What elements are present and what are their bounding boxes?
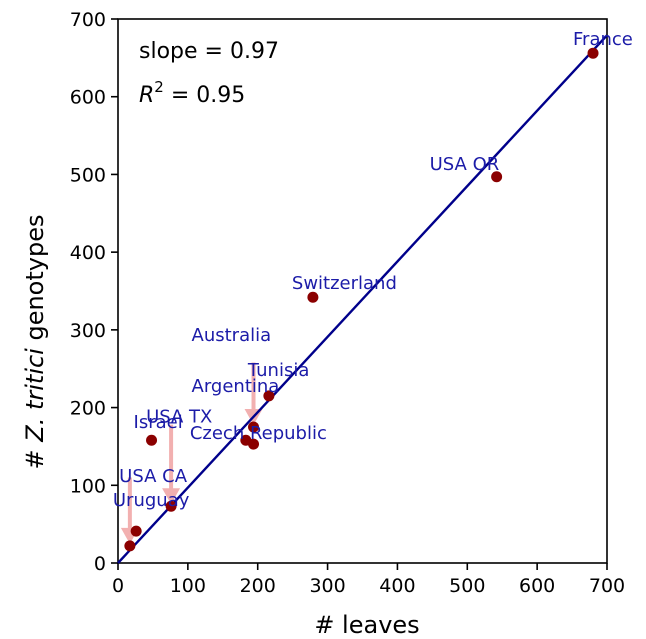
x-tick-label: 0 (112, 575, 124, 597)
point-label: USA CA (119, 466, 188, 487)
y-tick-label: 100 (70, 475, 106, 497)
r2-superscript: 2 (154, 78, 164, 96)
y-tick-label: 600 (70, 87, 106, 109)
x-tick-label: 200 (240, 575, 276, 597)
data-point (240, 434, 252, 446)
r2-value: = 0.95 (164, 83, 245, 108)
points (124, 47, 599, 552)
point-label: Israel (134, 412, 183, 433)
r2-prefix: R (139, 83, 154, 108)
x-tick-label: 700 (589, 575, 625, 597)
point-label: Uruguay (113, 490, 190, 511)
fit-line-layer (117, 34, 608, 564)
x-tick-label: 300 (309, 575, 345, 597)
data-point (587, 47, 599, 59)
point-label: Czech Republic (190, 423, 327, 444)
chart-text: # leaves # Z. tritici genotypes slope = … (21, 39, 420, 639)
y-tick-label: 500 (70, 164, 106, 186)
x-tick-label: 500 (449, 575, 485, 597)
y-axis-title-italic: Z. tritici (21, 348, 49, 443)
r2-annotation: R2 = 0.95 (139, 78, 245, 108)
y-tick-label: 200 (70, 398, 106, 420)
point-labels: France USA OR Switzerland Australia Argentin… (113, 29, 633, 511)
y-tick-label: 400 (70, 242, 106, 264)
data-point (130, 525, 142, 537)
fit-line (117, 34, 608, 564)
arrow-head (162, 488, 181, 505)
y-tick-label: 300 (70, 320, 106, 342)
data-point (491, 171, 503, 183)
y-axis-title-prefix: # (21, 442, 49, 470)
y-tick-label: 700 (70, 9, 106, 31)
data-point (165, 500, 177, 512)
y-axis-title-suffix: genotypes (21, 215, 49, 349)
x-tick-label: 400 (379, 575, 415, 597)
x-tick-label: 100 (170, 575, 206, 597)
arrows (120, 362, 263, 544)
plot-frame (117, 18, 608, 564)
data-point (307, 291, 319, 303)
data-point (263, 390, 275, 402)
data-point (248, 421, 260, 433)
point-label: Tunisia (247, 360, 309, 381)
point-label: France (573, 29, 633, 50)
point-label: Switzerland (292, 273, 397, 294)
data-point (146, 434, 158, 446)
slope-annotation: slope = 0.97 (139, 39, 279, 64)
point-label: Australia (192, 325, 272, 346)
point-label: Argentina (192, 376, 280, 397)
axes: 0 100 200 300 400 500 600 700 0 100 200 300 400 500 60… (70, 9, 625, 597)
point-label: USA TX (146, 406, 212, 427)
x-tick-label: 600 (519, 575, 555, 597)
point-label: USA OR (430, 154, 500, 175)
y-axis-title: # Z. tritici genotypes (21, 215, 49, 470)
x-axis-title: # leaves (314, 611, 419, 639)
y-tick-label: 0 (94, 553, 106, 575)
data-point (124, 540, 136, 552)
